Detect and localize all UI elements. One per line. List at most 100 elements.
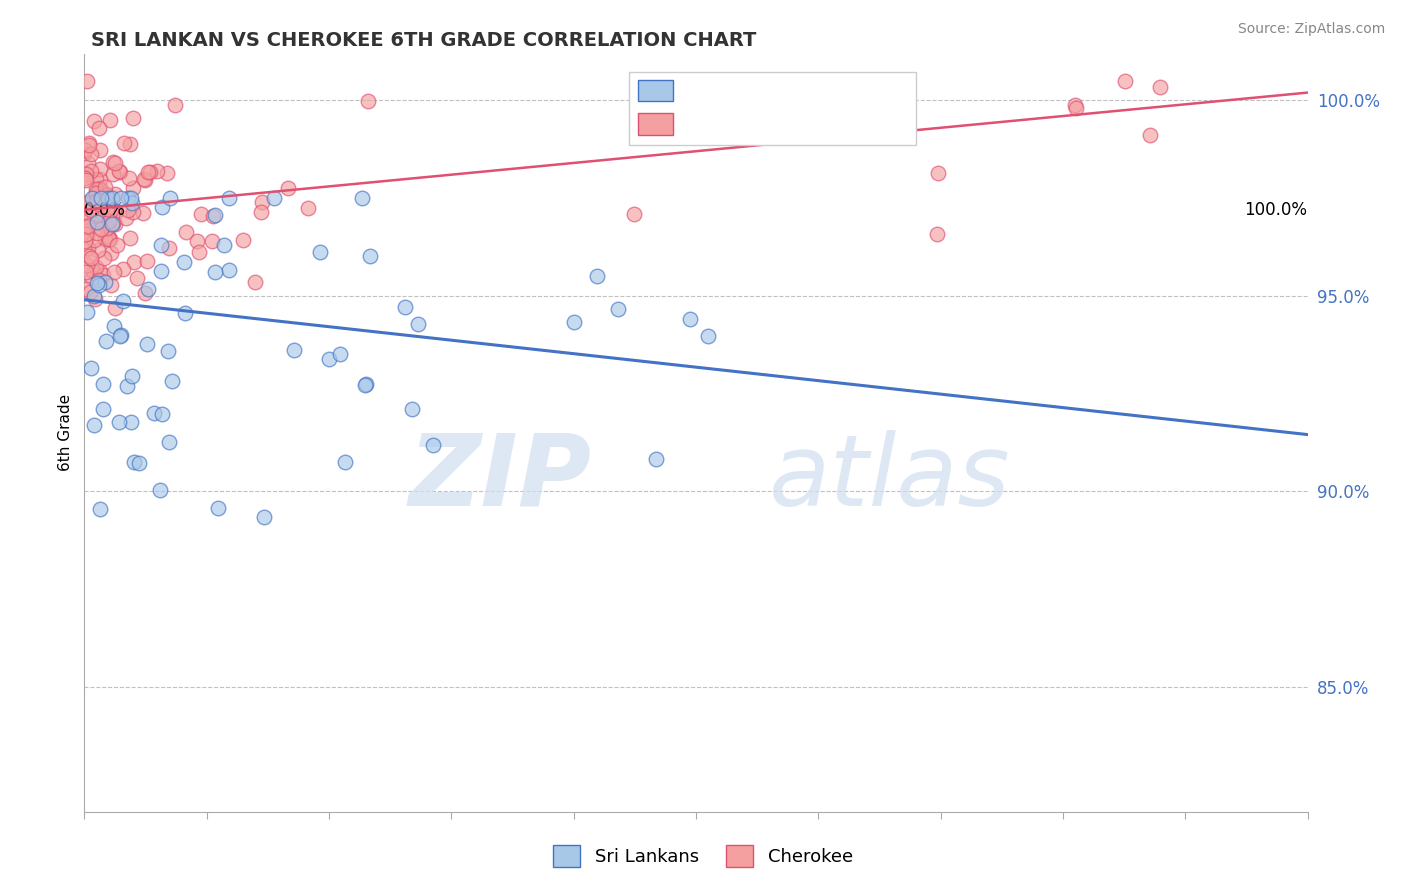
Text: 0.0%: 0.0% xyxy=(84,201,127,219)
Point xyxy=(128,456,150,470)
Point xyxy=(150,201,173,215)
Point xyxy=(97,191,120,205)
Point xyxy=(150,407,173,421)
Point xyxy=(112,136,135,151)
Point xyxy=(75,224,97,238)
Text: N =  72: N = 72 xyxy=(806,80,875,98)
Point xyxy=(107,163,129,178)
Point xyxy=(136,282,159,296)
Point xyxy=(76,305,98,319)
Point xyxy=(145,163,167,178)
Point xyxy=(243,275,266,289)
Point xyxy=(406,317,429,331)
Point xyxy=(80,202,103,217)
Point xyxy=(207,500,229,515)
Point xyxy=(79,250,101,264)
Point xyxy=(75,282,97,296)
Point xyxy=(1139,128,1161,143)
Point xyxy=(111,262,134,277)
Point xyxy=(94,179,117,194)
Point xyxy=(394,300,416,314)
Point xyxy=(101,217,124,231)
Point xyxy=(111,293,134,308)
Point xyxy=(84,172,107,186)
Point xyxy=(76,258,98,272)
Point xyxy=(75,202,97,216)
Point xyxy=(83,417,105,432)
Point xyxy=(83,202,105,217)
Point xyxy=(84,186,107,200)
Point xyxy=(190,207,212,221)
Point xyxy=(86,193,108,207)
Point xyxy=(354,377,377,392)
Point xyxy=(83,210,105,224)
FancyBboxPatch shape xyxy=(638,113,672,135)
Point xyxy=(357,94,380,108)
Point xyxy=(1149,80,1171,95)
Point xyxy=(104,301,127,315)
Point xyxy=(159,191,181,205)
Point xyxy=(165,97,187,112)
Point xyxy=(75,171,97,186)
Point xyxy=(308,245,330,260)
Point xyxy=(96,187,118,202)
Point xyxy=(87,278,110,293)
Point xyxy=(83,289,105,303)
Point xyxy=(86,277,108,291)
Point xyxy=(97,229,120,244)
Point xyxy=(100,277,122,292)
Point xyxy=(77,241,100,255)
Point xyxy=(83,292,105,306)
Point xyxy=(263,191,285,205)
Point xyxy=(73,145,96,160)
Point xyxy=(104,203,127,218)
Point xyxy=(201,209,224,223)
Point xyxy=(134,285,156,300)
Point xyxy=(297,201,319,215)
Point xyxy=(98,113,121,128)
Point xyxy=(162,374,184,388)
Point xyxy=(76,74,98,88)
Point xyxy=(149,238,172,252)
Point xyxy=(87,182,110,196)
Point xyxy=(142,406,165,420)
Point xyxy=(108,415,131,429)
Point xyxy=(93,232,115,246)
Point xyxy=(73,144,96,158)
Point xyxy=(253,510,276,524)
Point xyxy=(121,369,143,384)
Point xyxy=(75,227,97,241)
Point xyxy=(352,191,374,205)
Point xyxy=(80,163,103,178)
Point xyxy=(120,231,142,245)
Point xyxy=(329,347,352,361)
Point xyxy=(89,143,111,157)
Point xyxy=(79,209,101,223)
Point xyxy=(100,246,122,260)
Point xyxy=(1114,74,1136,88)
Point xyxy=(114,211,136,225)
Point xyxy=(157,435,180,450)
Point xyxy=(80,191,103,205)
Point xyxy=(76,230,98,244)
Point xyxy=(82,264,104,278)
Point xyxy=(359,249,381,263)
Point xyxy=(115,378,138,392)
Point xyxy=(98,232,121,246)
Text: R =  0.408: R = 0.408 xyxy=(683,113,779,131)
Point xyxy=(120,415,142,429)
Point xyxy=(250,194,273,209)
Point xyxy=(110,327,132,342)
Point xyxy=(117,191,139,205)
Point xyxy=(73,244,96,258)
Point xyxy=(188,244,211,259)
Point xyxy=(422,438,444,452)
Point xyxy=(86,215,108,229)
Point xyxy=(91,268,114,282)
Point xyxy=(204,208,226,222)
Point xyxy=(645,452,668,467)
Point xyxy=(96,202,118,217)
Point xyxy=(120,191,142,205)
Point xyxy=(173,254,195,268)
Point xyxy=(117,203,139,218)
